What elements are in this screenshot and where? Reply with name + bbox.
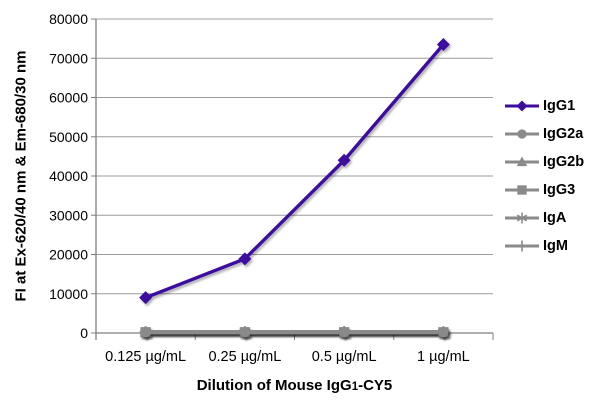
y-tick-labels: 0 10000 20000 30000 40000 50000 60000 70000 8000… [49, 11, 88, 341]
y-tick-label: 20000 [49, 247, 88, 263]
legend-swatch-square-icon [505, 185, 539, 195]
y-tick-label: 40000 [49, 168, 88, 184]
axes [95, 19, 494, 340]
x-axis-title-prefix: Dilution of Mouse IgG [196, 377, 352, 394]
y-tick-label: 30000 [49, 207, 88, 223]
legend-item-IgA: IgA [504, 204, 584, 232]
y-tick-label: 0 [80, 325, 88, 341]
series-IgG1 [139, 38, 450, 305]
y-axis-title: FI at Ex-620/40 nm & Em-680/30 nm [12, 50, 30, 302]
series-IgG2a [140, 327, 449, 338]
legend-label: IgG3 [543, 182, 576, 198]
x-tick-label: 0.5 µg/mL [312, 349, 377, 365]
y-gridlines [91, 18, 493, 334]
x-axis-title-suffix: -CY5 [358, 377, 393, 394]
y-tick-label: 10000 [49, 286, 88, 302]
legend-item-IgG2b: IgG2b [504, 148, 584, 176]
y-tick-label: 70000 [49, 50, 88, 66]
legend-swatch-plus-icon [505, 240, 539, 252]
legend-swatch-triangle-icon [505, 156, 539, 167]
x-axis-title: Dilution of Mouse IgG1-CY5 [96, 377, 493, 394]
legend-swatch-asterisk-icon [505, 212, 539, 224]
y-tick-label: 80000 [49, 11, 88, 27]
legend-item-IgG2a: IgG2a [504, 120, 584, 148]
legend-label: IgA [543, 210, 567, 226]
legend-swatch-circle-icon [505, 129, 539, 139]
legend-label: IgG2a [543, 126, 584, 142]
x-tick-label: 0.125 µg/mL [105, 349, 186, 365]
legend-swatch-diamond-icon [505, 100, 539, 112]
x-axis-title-subscript: 1 [351, 381, 359, 393]
legend-label: IgG2b [543, 154, 585, 170]
y-tick-label: 60000 [49, 90, 88, 106]
legend-label: IgM [543, 238, 568, 254]
x-tick-label: 1 µg/mL [417, 349, 470, 365]
x-tick-labels: 0.125 µg/mL 0.25 µg/mL 0.5 µg/mL 1 µg/mL [105, 349, 470, 365]
legend: IgG1 IgG2a IgG2b IgG3 IgA IgM [504, 92, 584, 260]
legend-item-IgG1: IgG1 [504, 92, 584, 120]
y-tick-label: 50000 [49, 129, 88, 145]
legend-item-IgG3: IgG3 [504, 176, 584, 204]
legend-item-IgM: IgM [504, 232, 584, 260]
legend-label: IgG1 [543, 98, 576, 114]
x-tick-label: 0.25 µg/mL [208, 349, 281, 365]
